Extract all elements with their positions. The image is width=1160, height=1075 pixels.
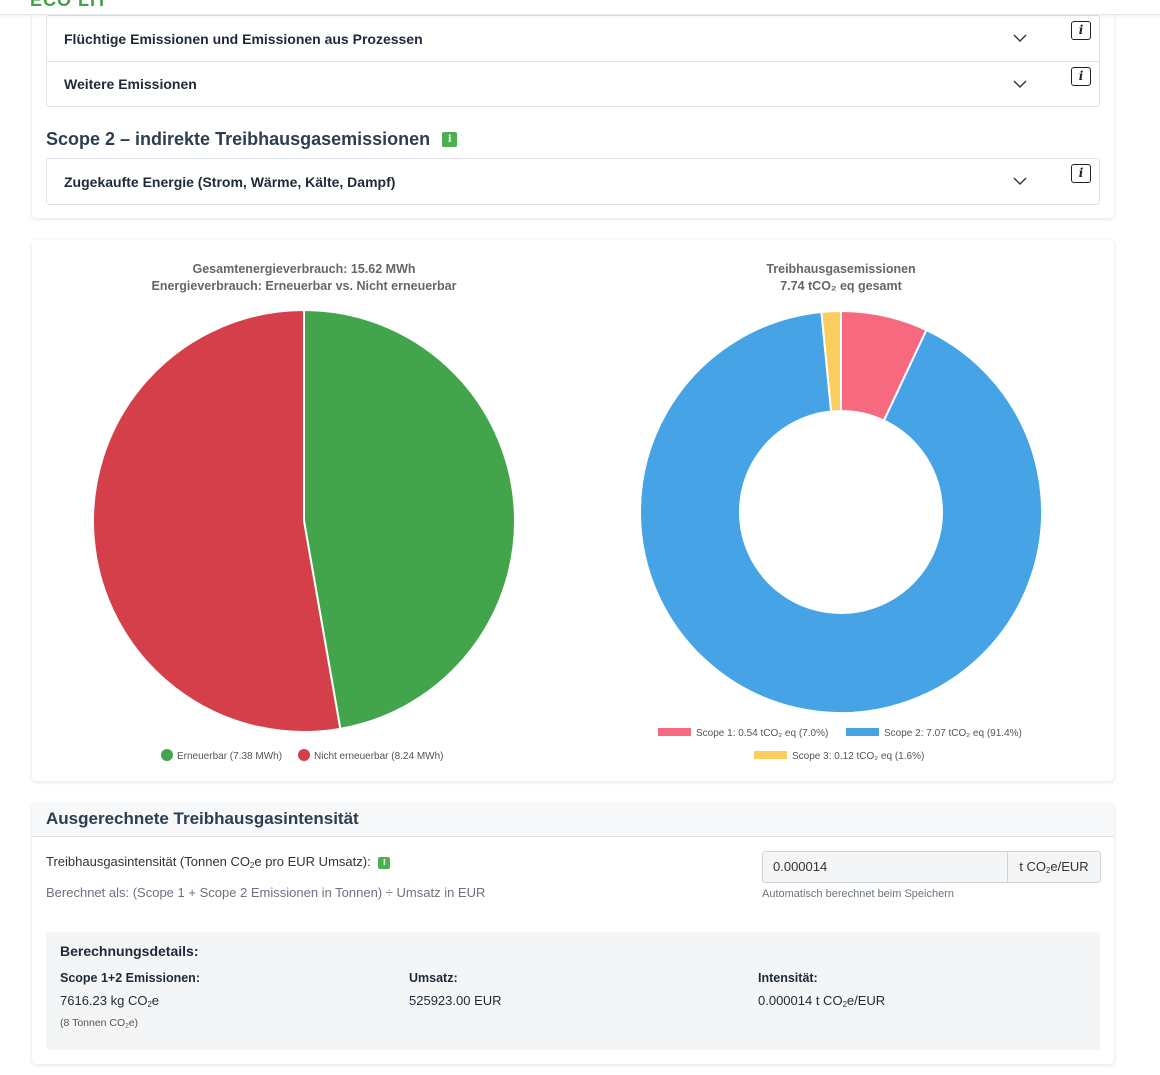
value-subscript: 2: [842, 999, 847, 1009]
info-icon[interactable]: i: [1071, 164, 1091, 183]
intensity-unit-addon: t CO2e/EUR: [1008, 851, 1101, 883]
legend-swatch-scope3: [754, 751, 787, 759]
intensity-card: Ausgerechnete Treibhausgasintensität Tre…: [32, 803, 1114, 1064]
chart-title: Gesamtenergieverbrauch: 15.62 MWh: [193, 262, 416, 276]
chevron-down-icon[interactable]: [1013, 31, 1027, 45]
info-icon[interactable]: i: [1071, 21, 1091, 40]
emissions-tonnes: (8 Tonnen CO2e): [60, 1017, 200, 1030]
intensity-input[interactable]: 0.000014: [762, 851, 1008, 883]
emissions-doughnut-chart: Treibhausgasemissionen 7.74 tCO₂ eq gesa…: [639, 262, 1043, 762]
accordion-label: Weitere Emissionen: [64, 76, 197, 92]
legend-label-scope3[interactable]: Scope 3: 0.12 tCO₂ eq (1.6%): [792, 751, 924, 762]
accordion-fugitive-emissions[interactable]: Flüchtige Emissionen und Emissionen aus …: [47, 16, 1099, 61]
legend-swatch-renewable: [161, 749, 173, 761]
intensity-field-label: Treibhausgasintensität (Tonnen CO2e pro …: [46, 854, 391, 870]
unit-text-end: e/EUR: [1050, 859, 1089, 874]
legend-label-non-renewable[interactable]: Nicht erneuerbar (8.24 MWh): [314, 751, 444, 762]
energy-pie-slice-1[interactable]: [303, 308, 516, 731]
label-text-end: e pro EUR Umsatz):: [254, 854, 371, 869]
intensity-info-icon[interactable]: i: [378, 857, 391, 869]
legend-swatch-scope1: [658, 728, 691, 736]
auto-calculated-note: Automatisch berechnet beim Speichern: [762, 888, 954, 900]
value-text: 0.000014 t CO: [758, 993, 843, 1008]
scope2-info-icon[interactable]: i: [442, 132, 458, 147]
legend-label-scope1[interactable]: Scope 1: 0.54 tCO₂ eq (7.0%): [696, 728, 828, 739]
details-intensity: Intensität: 0.000014 t CO2e/EUR: [758, 971, 885, 1009]
energy-pie-chart: Gesamtenergieverbrauch: 15.62 MWh Energi…: [92, 262, 516, 762]
intensity-detail-value: 0.000014 t CO2e/EUR: [758, 993, 885, 1009]
scope1-accordion-group: Flüchtige Emissionen und Emissionen aus …: [46, 15, 1100, 107]
details-emissions: Scope 1+2 Emissionen: 7616.23 kg CO2e (8…: [60, 971, 200, 1030]
label-subscript: 2: [250, 860, 255, 870]
emissions-doughnut-slice-3[interactable]: [820, 309, 842, 413]
intensity-heading: Ausgerechnete Treibhausgasintensität: [32, 803, 1114, 837]
accordion-label: Flüchtige Emissionen und Emissionen aus …: [64, 30, 423, 47]
legend-swatch-non-renewable: [298, 749, 310, 761]
label-text: Treibhausgasintensität (Tonnen CO: [46, 854, 251, 869]
value-text-end: e: [151, 993, 160, 1008]
revenue-label: Umsatz:: [409, 971, 458, 985]
value-subscript: 2: [147, 999, 152, 1009]
sub-subscript: 2: [125, 1022, 129, 1030]
chart-title: Treibhausgasemissionen: [766, 262, 915, 276]
scope2-accordion-group: Zugekaufte Energie (Strom, Wärme, Kälte,…: [46, 158, 1100, 205]
legend-label-scope2[interactable]: Scope 2: 7.07 tCO₂ eq (91.4%): [884, 728, 1022, 739]
unit-subscript: 2: [1046, 865, 1051, 875]
chevron-down-icon[interactable]: [1013, 174, 1027, 188]
calculation-details-panel: Berechnungsdetails: Scope 1+2 Emissionen…: [46, 932, 1100, 1050]
chevron-down-icon[interactable]: [1013, 77, 1027, 91]
scope2-heading-text: Scope 2 – indirekte Treibhausgasemission…: [46, 129, 431, 149]
app-logo[interactable]: ECO LIT: [30, 0, 108, 10]
details-revenue: Umsatz: 525923.00 EUR: [409, 971, 502, 1008]
legend-swatch-scope2: [846, 728, 879, 736]
sub-text-end: e): [128, 1016, 139, 1029]
unit-text: t CO: [1019, 859, 1047, 874]
value-text: 7616.23 kg CO: [60, 993, 148, 1008]
scope2-heading: Scope 2 – indirekte Treibhausgasemission…: [46, 129, 458, 150]
details-title: Berechnungsdetails:: [60, 943, 199, 959]
emissions-doughnut-slice-2[interactable]: [639, 310, 1043, 714]
chart-subtitle: Energieverbrauch: Erneuerbar vs. Nicht e…: [152, 279, 457, 293]
top-navbar: ECO LIT: [0, 0, 1160, 15]
info-icon[interactable]: i: [1071, 67, 1091, 86]
intensity-input-group: 0.000014 t CO2e/EUR: [762, 851, 1101, 883]
emissions-value: 7616.23 kg CO2e: [60, 993, 200, 1009]
sub-text: (8 Tonnen CO: [60, 1016, 126, 1029]
energy-pie-slice-2[interactable]: [92, 308, 342, 733]
intensity-detail-label: Intensität:: [758, 971, 818, 985]
value-text-end: e/EUR: [846, 993, 886, 1008]
emissions-label: Scope 1+2 Emissionen:: [60, 971, 200, 985]
legend-label-renewable[interactable]: Erneuerbar (7.38 MWh): [177, 751, 282, 762]
calculation-formula-note: Berechnet als: (Scope 1 + Scope 2 Emissi…: [46, 885, 486, 900]
chart-subtitle: 7.74 tCO₂ eq gesamt: [780, 279, 902, 293]
accordion-other-emissions[interactable]: Weitere Emissionen i: [47, 61, 1099, 106]
accordion-label: Zugekaufte Energie (Strom, Wärme, Kälte,…: [64, 173, 396, 190]
accordion-purchased-energy[interactable]: Zugekaufte Energie (Strom, Wärme, Kälte,…: [47, 159, 1099, 204]
revenue-value: 525923.00 EUR: [409, 993, 502, 1008]
